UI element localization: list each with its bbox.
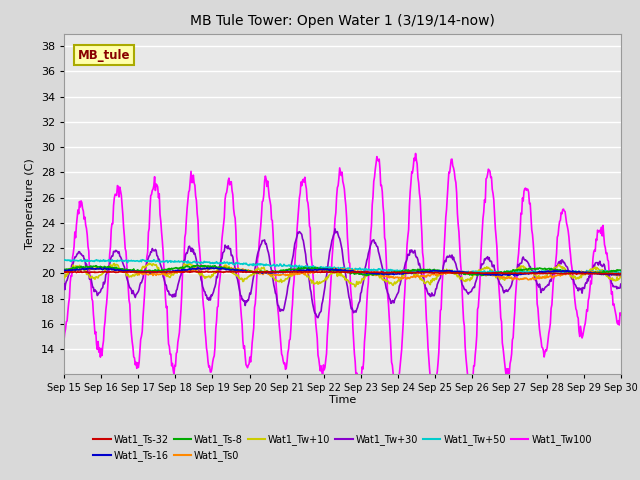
Y-axis label: Temperature (C): Temperature (C) xyxy=(25,158,35,250)
Text: MB_tule: MB_tule xyxy=(78,49,131,62)
Legend: Wat1_Ts-32, Wat1_Ts-16, Wat1_Ts-8, Wat1_Ts0, Wat1_Tw+10, Wat1_Tw+30, Wat1_Tw+50,: Wat1_Ts-32, Wat1_Ts-16, Wat1_Ts-8, Wat1_… xyxy=(89,431,596,465)
Title: MB Tule Tower: Open Water 1 (3/19/14-now): MB Tule Tower: Open Water 1 (3/19/14-now… xyxy=(190,14,495,28)
X-axis label: Time: Time xyxy=(329,395,356,405)
